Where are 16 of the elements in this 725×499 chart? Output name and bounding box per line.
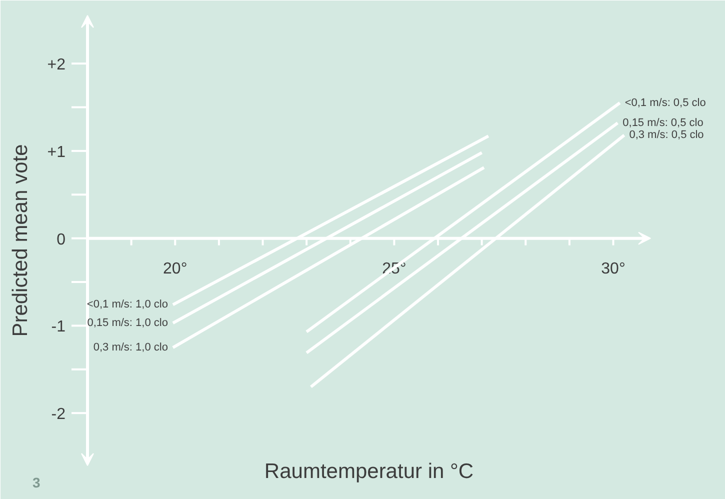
- series-label: 0,15 m/s: 0,5 clo: [622, 116, 704, 129]
- series-label: <0,1 m/s: 1,0 clo: [86, 298, 168, 311]
- x-tick-label: 30°: [601, 260, 626, 278]
- y-tick-label: +1: [47, 144, 66, 161]
- series-label: <0,1 m/s: 0,5 clo: [624, 96, 706, 109]
- y-axis-title: Predicted mean vote: [9, 144, 32, 337]
- x-axis-title: Raumtemperatur in °C: [264, 460, 474, 483]
- x-tick-label: 20°: [163, 260, 188, 278]
- y-tick-label: 0: [56, 231, 66, 248]
- legend-label: 0,15 m/s: 1,0 clo: [87, 317, 168, 330]
- series-label: 0,3 m/s: 1,0 clo: [93, 342, 168, 354]
- text: 3: [32, 474, 40, 490]
- y-tick-label: +2: [47, 56, 66, 74]
- series-label: 0,3 m/s: 0,5 clo: [629, 129, 704, 142]
- y-tick-label: -2: [51, 406, 66, 424]
- y-tick-label: -1: [51, 318, 66, 336]
